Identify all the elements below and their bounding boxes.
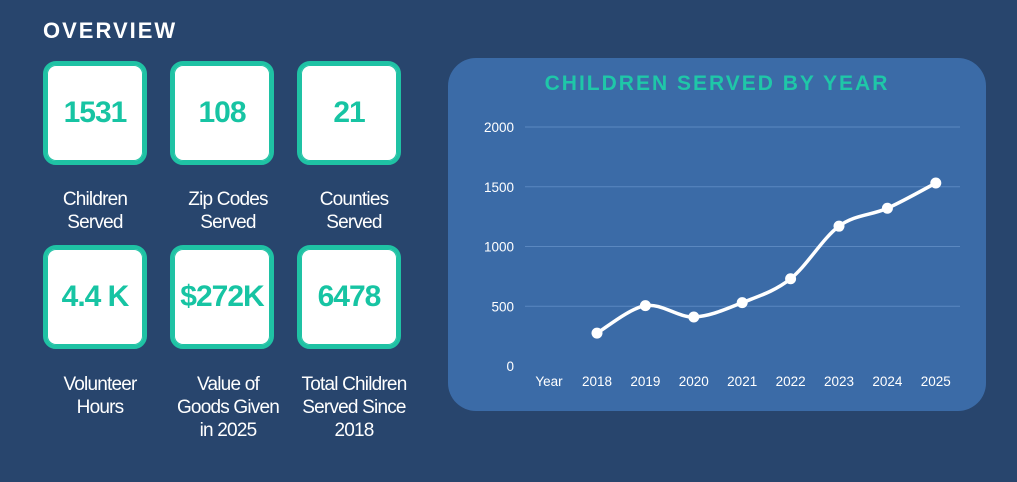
x-tick-label: 2024 [872,374,903,389]
data-point [833,220,845,232]
x-axis-label: Year [535,374,563,389]
stat-label: Value of Goods Given in 2025 [176,374,280,441]
x-tick-label: 2021 [727,374,757,389]
data-point [930,177,942,189]
stat-label: Children Served [62,189,128,233]
y-tick-label: 2000 [484,120,514,135]
chart-panel [448,58,986,411]
stat-value: 108 [198,96,246,129]
x-tick-label: 2019 [630,374,660,389]
y-tick-label: 1500 [484,180,514,195]
data-point [639,300,651,312]
data-point [785,273,797,285]
x-tick-label: 2022 [776,374,806,389]
stat-card-volunteer-hours: 4.4 K [43,245,147,349]
x-tick-label: 2018 [582,374,612,389]
stat-value: $272K [180,280,264,313]
x-tick-label: 2020 [679,374,709,389]
stat-label: Counties Served [319,189,389,233]
stat-label: Volunteer Hours [63,374,137,418]
data-point [881,202,893,214]
stat-value: 4.4 K [61,280,130,313]
x-tick-label: 2023 [824,374,854,389]
stat-label: Total Children Served Since 2018 [301,374,408,441]
stat-card-total-children: 6478 [297,245,401,349]
stat-value: 21 [333,96,365,129]
stat-card-children-served: 1531 [43,61,147,165]
data-point [736,297,748,309]
y-tick-label: 500 [491,299,514,314]
stat-label: Zip Codes Served [188,189,268,233]
chart-title: CHILDREN SERVED BY YEAR [544,72,890,95]
y-tick-label: 1000 [484,240,514,255]
stat-card-value-of-goods: $272K [170,245,274,349]
x-tick-label: 2025 [921,374,951,389]
page-title: OVERVIEW [43,18,178,43]
stat-value: 6478 [317,280,382,313]
stat-card-zip-codes: 108 [170,61,274,165]
data-point [591,327,603,339]
y-tick-label: 0 [506,359,514,374]
stat-value: 1531 [63,96,128,129]
data-point [688,311,700,323]
stat-card-counties: 21 [297,61,401,165]
